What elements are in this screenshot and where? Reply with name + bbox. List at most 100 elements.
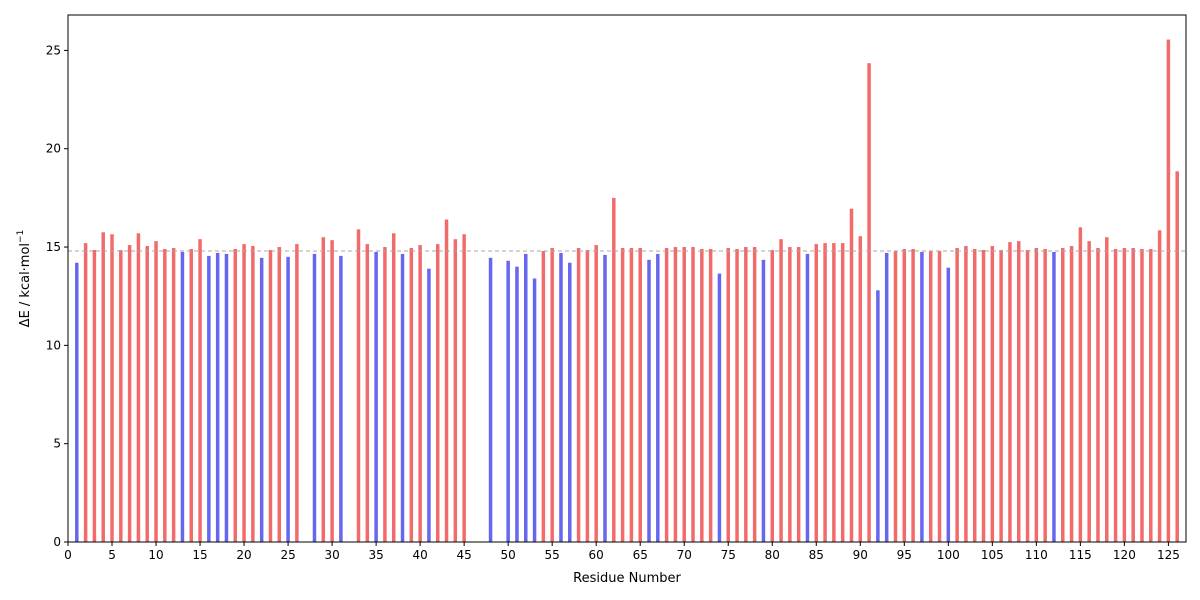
bar-residue-105	[990, 246, 995, 543]
x-axis-ticks: 0 5 10 15 20 25 30 35 40 45 50 55 60 65 70 75 80 85 90 95 10…	[64, 542, 1180, 562]
bar-residue-9	[145, 246, 149, 543]
bar-residue-24	[277, 247, 282, 543]
bar-residue-29	[321, 237, 326, 542]
bar-residue-28	[312, 253, 317, 543]
bar-residue-25	[286, 256, 290, 542]
bar-residue-72	[700, 249, 704, 542]
bar-residue-59	[585, 249, 590, 543]
x-tick-label: 45	[457, 548, 472, 562]
x-tick-label: 15	[192, 548, 207, 562]
bar-residue-50	[506, 260, 510, 542]
x-tick-label: 100	[937, 548, 960, 562]
bar-residue-73	[708, 249, 713, 542]
bar-residue-13	[180, 251, 185, 542]
bar-residue-82	[788, 247, 792, 543]
bar-residue-94	[893, 250, 898, 542]
x-tick-label: 90	[853, 548, 868, 562]
bar-residue-63	[620, 248, 625, 542]
y-tick-label: 10	[46, 338, 61, 352]
x-tick-label: 20	[236, 548, 251, 562]
bar-residue-98	[928, 250, 933, 542]
bar-residue-115	[1078, 227, 1083, 542]
bar-residue-107	[1008, 242, 1012, 542]
y-tick-label: 0	[53, 535, 61, 549]
bar-residue-43	[444, 219, 449, 542]
bar-residue-78	[752, 247, 757, 543]
bar-residue-97	[920, 251, 924, 542]
bar-residue-99	[937, 250, 942, 542]
bar-residue-48	[488, 257, 493, 542]
bar-residue-75	[726, 248, 730, 542]
bar-residue-102	[964, 246, 968, 543]
bar-residue-22	[259, 257, 264, 542]
x-tick-label: 30	[324, 548, 339, 562]
bar-residue-109	[1025, 249, 1030, 543]
bar-residue-74	[717, 273, 722, 542]
bar-residue-103	[972, 249, 977, 542]
bar-residue-21	[251, 246, 255, 543]
bar-residue-112	[1052, 251, 1056, 542]
x-tick-label: 50	[501, 548, 516, 562]
bar-residue-18	[224, 253, 229, 543]
bar-residue-96	[911, 249, 915, 542]
bar-residue-1	[75, 262, 79, 542]
x-tick-label: 55	[545, 548, 560, 562]
bar-residue-66	[647, 259, 651, 542]
bar-residue-124	[1157, 230, 1162, 542]
y-axis-label-main: ΔE / kcal·mol	[18, 243, 33, 327]
y-tick-label: 25	[46, 43, 61, 57]
bar-residue-8	[136, 233, 141, 542]
bar-residue-80	[770, 249, 774, 543]
bar-residue-71	[691, 247, 695, 543]
bar-residue-39	[409, 248, 414, 542]
bar-residue-35	[374, 251, 378, 542]
bar-residue-11	[163, 249, 167, 542]
bar-residue-118	[1105, 237, 1109, 542]
x-tick-label: 0	[64, 548, 72, 562]
bar-residue-42	[435, 244, 440, 542]
x-tick-label: 85	[809, 548, 824, 562]
bar-residue-34	[365, 244, 370, 542]
x-tick-label: 70	[677, 548, 692, 562]
y-axis-label: ΔE / kcal·mol−1	[16, 230, 33, 328]
bar-residue-70	[682, 247, 686, 543]
x-tick-label: 40	[412, 548, 427, 562]
plot-frame	[67, 14, 1187, 543]
bar-residue-122	[1140, 249, 1144, 542]
x-tick-label: 115	[1069, 548, 1092, 562]
bar-residue-69	[673, 247, 678, 543]
x-tick-label: 80	[765, 548, 780, 562]
bar-residue-100	[946, 267, 951, 542]
x-tick-label: 10	[148, 548, 163, 562]
bar-residue-31	[339, 255, 343, 542]
bar-residue-93	[884, 252, 889, 542]
bar-residue-33	[356, 229, 361, 542]
bar-residue-62	[612, 197, 616, 542]
bar-residue-37	[391, 233, 396, 542]
x-tick-label: 60	[589, 548, 604, 562]
bar-residue-56	[559, 252, 563, 542]
bar-residue-111	[1043, 249, 1047, 542]
x-tick-label: 120	[1113, 548, 1136, 562]
bar-residue-53	[532, 278, 537, 542]
bar-residue-5	[110, 234, 114, 542]
bar-residue-76	[735, 249, 739, 542]
bar-residue-40	[418, 245, 422, 542]
y-tick-label: 5	[53, 437, 61, 451]
x-axis-label: Residue Number	[573, 571, 681, 586]
bar-residue-41	[427, 268, 431, 542]
bar-residue-61	[603, 254, 607, 542]
bar-residue-36	[383, 247, 387, 543]
bar-residue-110	[1034, 248, 1039, 542]
bar-residue-20	[242, 244, 246, 542]
bar-residue-14	[189, 249, 193, 542]
bar-residue-86	[823, 243, 827, 542]
bar-residue-65	[638, 248, 642, 542]
bar-residue-104	[981, 249, 986, 543]
bar-residue-3	[92, 249, 97, 543]
bar-residue-57	[568, 262, 572, 542]
bar-residue-87	[832, 243, 836, 542]
bar-residue-85	[814, 244, 819, 542]
bar-residue-44	[453, 239, 458, 543]
